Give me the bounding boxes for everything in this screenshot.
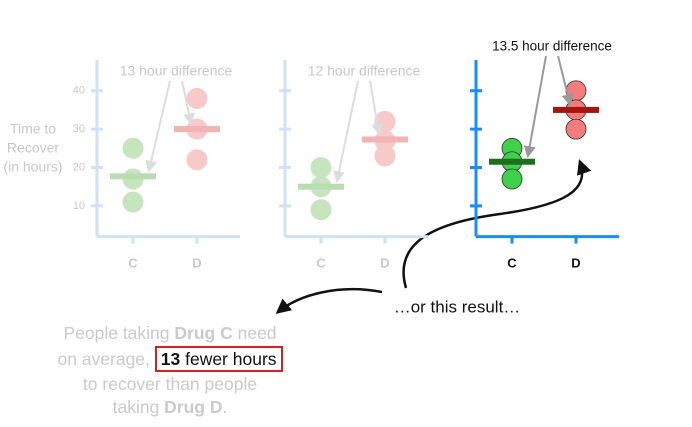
y-tick-label: 10 <box>73 200 85 212</box>
dot <box>122 191 144 213</box>
text: on average, <box>57 348 155 369</box>
mean-line <box>298 183 344 190</box>
dot <box>374 145 396 167</box>
annotation-arrow <box>557 55 574 107</box>
dot <box>122 137 144 159</box>
x-tick-label: C <box>507 255 517 270</box>
text: need <box>232 323 277 343</box>
y-tick-label: 20 <box>73 161 85 173</box>
mean-line <box>489 158 535 165</box>
x-tick-label: D <box>571 255 580 270</box>
annotation: 13.5 hour difference <box>492 39 612 54</box>
y-axis-label: Recover <box>7 140 59 156</box>
text: People taking <box>63 323 175 343</box>
x-tick-label: D <box>380 255 389 270</box>
text: taking <box>112 396 165 417</box>
highlight-box: 13 fewer hours <box>154 345 283 372</box>
statement-line: on average, 13 fewer hours <box>20 345 320 372</box>
mean-line <box>553 106 599 113</box>
x-tick-label: C <box>316 255 326 270</box>
dot <box>186 87 208 109</box>
mean-line <box>110 173 156 180</box>
arrow <box>275 288 383 314</box>
y-tick-label: 30 <box>73 123 85 135</box>
statement-line: taking Drug D. <box>20 396 320 419</box>
dot <box>565 118 587 140</box>
x-tick-label: C <box>128 255 138 270</box>
dot <box>186 149 208 171</box>
y-tick-label: 40 <box>73 85 85 97</box>
statement: People taking Drug C need on average, 13… <box>20 322 320 418</box>
dot <box>310 199 332 221</box>
text: . <box>222 396 228 417</box>
statement-line: to recover than people <box>20 373 320 396</box>
text: 13 <box>160 348 181 369</box>
annotation: 13 hour difference <box>120 63 233 79</box>
dot <box>501 168 523 190</box>
arrow <box>402 159 592 289</box>
dot <box>310 156 332 178</box>
y-axis-label: Time to <box>10 121 56 137</box>
annotation-arrow <box>333 80 359 184</box>
statement-line: People taking Drug C need <box>20 322 320 345</box>
text: Drug C <box>174 323 233 343</box>
annotation: 12 hour difference <box>308 63 421 79</box>
x-tick-label: D <box>192 255 201 270</box>
text: Drug D <box>164 396 223 417</box>
caption: …or this result… <box>394 297 521 316</box>
text: to recover than people <box>82 374 258 394</box>
mean-line <box>362 136 408 143</box>
annotation-arrow <box>369 80 384 136</box>
annotation-arrow <box>181 80 195 126</box>
annotation-arrow <box>145 80 171 173</box>
y-axis-label: (in hours) <box>3 159 62 175</box>
annotation-arrow <box>523 55 547 159</box>
text: fewer hours <box>180 348 277 369</box>
mean-line <box>174 126 220 133</box>
